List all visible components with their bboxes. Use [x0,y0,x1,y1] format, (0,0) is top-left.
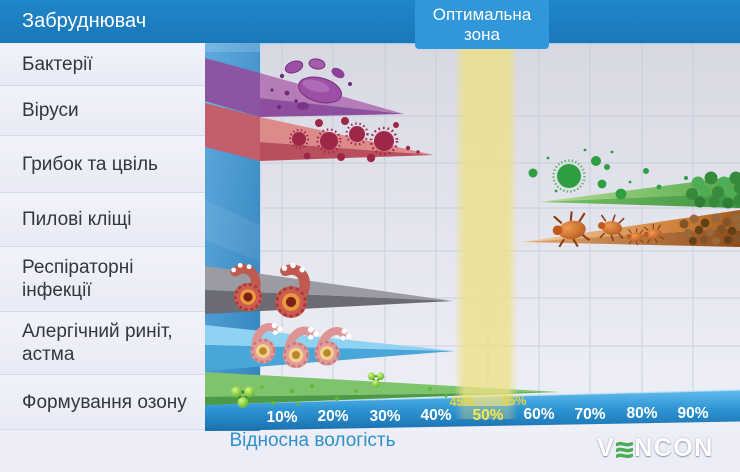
mold-colony-cluster [686,171,740,209]
x-tick-10: 10% [266,409,297,426]
sidebar-item-label: Алергічний риніт, астма [22,321,173,365]
sidebar-item-dust-mites: Пилові кліщі [0,192,205,246]
dust-mite-icon [549,208,740,251]
optimal-zone-band [454,44,518,419]
virus-icon [289,117,420,163]
dust-cluster [679,213,740,245]
optimal-min-label: 45% [449,395,474,409]
x-tick-20: 20% [317,408,348,425]
sidebar-item-label: Пилові кліщі [22,209,132,230]
vencon-logo-e-icon [616,441,634,458]
sidebar-item-asthma: Алергічний риніт, астма [0,311,205,374]
x-tick-90: 90% [677,405,708,422]
x-tick-50: 50% [472,407,503,424]
optimal-zone-tab-label: Оптимальна зона [432,5,532,44]
x-tick-70: 70% [574,406,605,423]
ozone-molecule-icon [229,371,448,410]
x-axis-title: Відносна вологість [229,430,396,451]
sidebar-item-respiratory: Респіраторні інфекції [0,246,205,311]
sidebar-item-ozone: Формування озону [0,374,205,429]
x-tick-40: 40% [420,407,451,424]
sidebar-item-label: Віруси [22,100,79,121]
sidebar: Бактерії Віруси Грибок та цвіль Пилові к… [0,43,205,430]
bacteria-icon [270,58,352,110]
optimal-zone-tab: Оптимальна зона [415,0,549,49]
sidebar-item-viruses: Віруси [0,85,205,135]
x-tick-60: 60% [523,406,554,423]
x-tick-30: 30% [369,408,400,425]
mold-icon [528,148,740,209]
respiratory-wedge [205,266,453,314]
header-bar: Забруднювач [0,0,740,43]
sidebar-item-bacteria: Бактерії [0,43,205,85]
sidebar-item-label: Респіраторні інфекції [22,257,134,301]
page-title: Забруднювач [22,10,147,32]
x-axis-ticks: 45% 55% 10% 20% 30% 40% 50% 60% 70% 80% … [266,394,708,426]
sidebar-item-label: Бактерії [22,53,93,75]
vencon-logo: V NCON [597,434,714,463]
sidebar-item-label: Формування озону [22,391,187,413]
sidebar-item-label: Грибок та цвіль [22,153,158,175]
logo-suffix: NCON [634,434,714,462]
sidebar-item-mold: Грибок та цвіль [0,135,205,192]
x-tick-80: 80% [626,405,657,422]
optimal-max-label: 55% [501,394,526,408]
logo-prefix: V [597,434,616,462]
